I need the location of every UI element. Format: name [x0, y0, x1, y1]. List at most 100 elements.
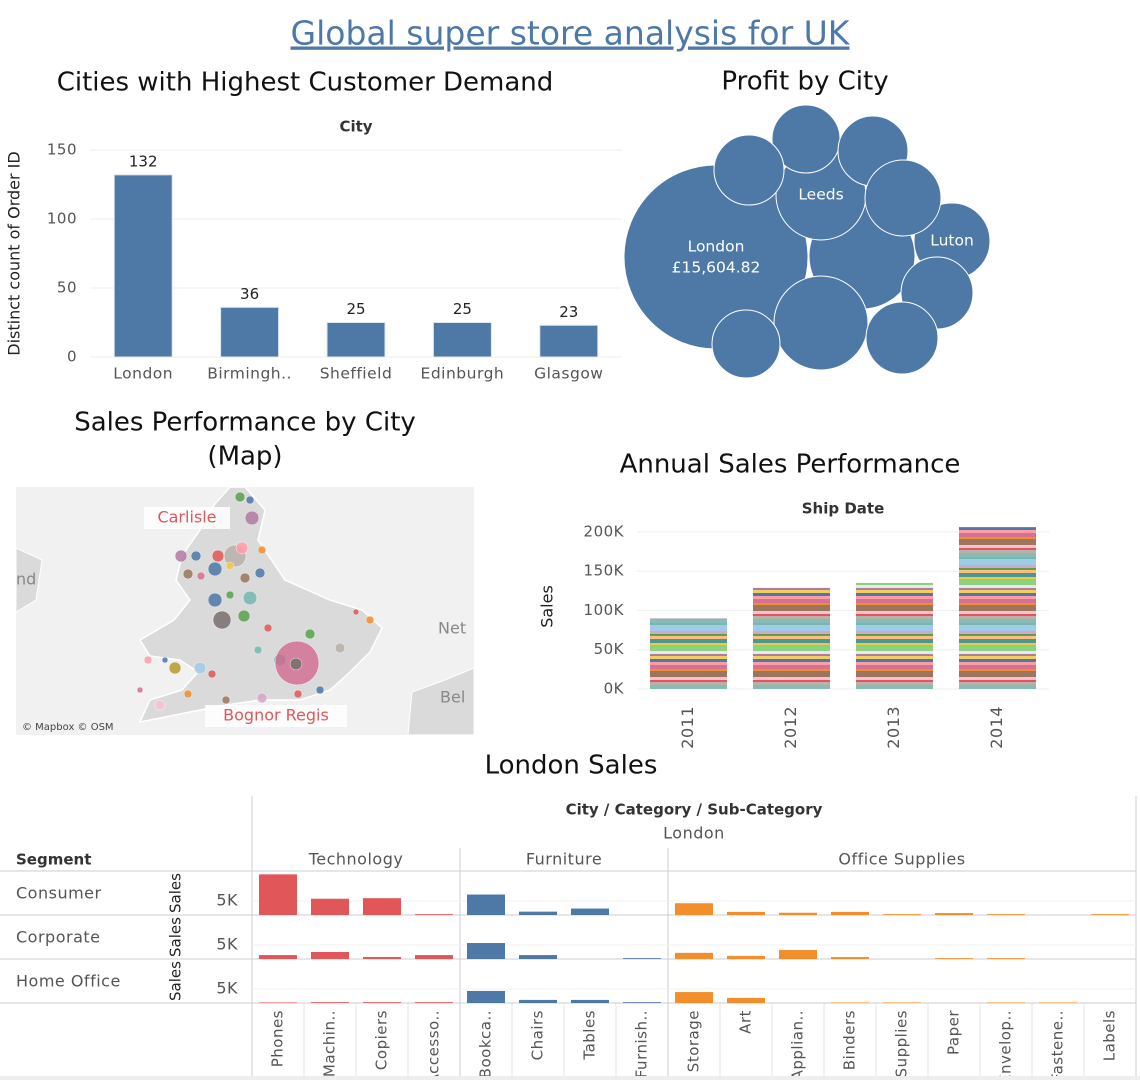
- y-tick-label: 5K: [216, 978, 238, 997]
- x-tick-label: Chairs: [529, 1010, 547, 1060]
- y-tick-label: 50: [57, 279, 77, 297]
- map-place: Net: [438, 619, 466, 638]
- bar: [311, 898, 349, 915]
- city-dot: [207, 561, 223, 577]
- bar: [935, 913, 973, 915]
- city-dot: [304, 628, 316, 640]
- bar: [883, 1002, 921, 1003]
- bar: [987, 958, 1025, 959]
- chart-title: Cities with Highest Customer Demand: [57, 68, 554, 98]
- y-axis-title: Sales: [167, 961, 185, 1001]
- bar: [623, 958, 661, 959]
- chart-title: Profit by City: [721, 67, 888, 97]
- y-axis-title: Sales: [167, 917, 185, 957]
- bar: [467, 894, 505, 915]
- bar: [856, 582, 933, 689]
- bar: [831, 1002, 869, 1003]
- x-tick-label: London: [113, 365, 173, 383]
- x-tick-label: Labels: [1101, 1010, 1119, 1061]
- bar: [220, 306, 280, 358]
- x-tick-label: Phones: [269, 1010, 287, 1067]
- bar: [415, 1002, 453, 1003]
- data-label: 132: [129, 152, 158, 170]
- x-tick-label: Glasgow: [534, 365, 603, 383]
- city-dot: [207, 669, 217, 679]
- y-tick-label: 150K: [584, 562, 625, 580]
- map: Carlisle Bognor Regis Net Bel nd © Mapbo…: [15, 486, 475, 736]
- map-land: [15, 547, 43, 613]
- bar: [467, 943, 505, 959]
- bubble: [865, 301, 939, 375]
- data-label: 25: [346, 300, 365, 318]
- bar: [259, 874, 297, 915]
- x-tick-label: Accesso..: [425, 1010, 443, 1080]
- city-dot: [143, 655, 153, 665]
- city-dot: [161, 656, 169, 664]
- bar: [987, 914, 1025, 915]
- header: City / Category / Sub-Category: [566, 801, 823, 819]
- bar: [675, 952, 713, 959]
- chart-title: London Sales: [485, 751, 658, 781]
- data-label: 36: [240, 285, 259, 303]
- row-label: Consumer: [16, 884, 102, 903]
- city-dot: [245, 495, 255, 505]
- city-dot: [239, 572, 251, 584]
- city-dot: [237, 609, 251, 623]
- y-tick-label: 0: [67, 348, 77, 366]
- map-attribution: © Mapbox © OSM: [22, 722, 114, 733]
- city-dot: [196, 571, 206, 581]
- y-axis-title: Sales: [538, 585, 557, 628]
- x-tick-label: Furnish..: [633, 1010, 651, 1078]
- city-dot: [235, 541, 249, 555]
- x-tick-label: 2012: [781, 706, 800, 749]
- y-axis-title: Distinct count of Order ID: [5, 151, 24, 355]
- city-dot: [225, 561, 235, 571]
- bottom-strip: [0, 1076, 1140, 1080]
- bar: [753, 587, 830, 689]
- group-label: Technology: [308, 850, 404, 869]
- bubble: [773, 275, 869, 371]
- map-dots: [136, 491, 375, 711]
- bubble-value: £15,604.82: [672, 259, 761, 277]
- x-tick-label: Storage: [685, 1010, 703, 1072]
- bubble-label: Leeds: [798, 186, 843, 204]
- city-dot: [254, 567, 266, 579]
- map-label-box: [205, 705, 347, 727]
- bar: [727, 997, 765, 1003]
- bar: [311, 1002, 349, 1003]
- y-tick-label: 100K: [584, 601, 625, 619]
- x-tick-label: 2011: [678, 706, 697, 749]
- city-dot: [221, 695, 231, 705]
- city-dot: [207, 592, 223, 608]
- x-tick-label: 2013: [884, 706, 903, 749]
- city-dot: [253, 645, 263, 655]
- x-tick-label: Bookca..: [477, 1010, 495, 1078]
- y-axis-title: Sales: [167, 873, 185, 913]
- bar: [539, 324, 599, 358]
- x-tick-label: Binders: [841, 1010, 859, 1070]
- city-dot: [257, 545, 267, 555]
- chart-title: Annual Sales Performance: [620, 450, 961, 480]
- bar: [779, 912, 817, 915]
- bar: [883, 914, 921, 915]
- bar: [363, 957, 401, 959]
- city-dot: [211, 549, 225, 563]
- city-dot: [168, 661, 182, 675]
- bar: [259, 955, 297, 959]
- bar: [1091, 914, 1129, 915]
- bar: [415, 914, 453, 915]
- bar: [519, 999, 557, 1003]
- bar: [779, 950, 817, 959]
- y-tick-label: 5K: [216, 890, 238, 909]
- y-tick-label: 0K: [604, 680, 625, 698]
- x-tick-label: 2014: [987, 706, 1006, 749]
- row-label: Corporate: [16, 928, 100, 947]
- city-dot: [315, 685, 325, 695]
- group-label: Office Supplies: [838, 850, 965, 869]
- map-label: Carlisle: [157, 508, 216, 527]
- map-place: Bel: [440, 688, 465, 707]
- x-tick-label: Paper: [945, 1010, 963, 1055]
- x-tick-label: Art: [737, 1010, 755, 1034]
